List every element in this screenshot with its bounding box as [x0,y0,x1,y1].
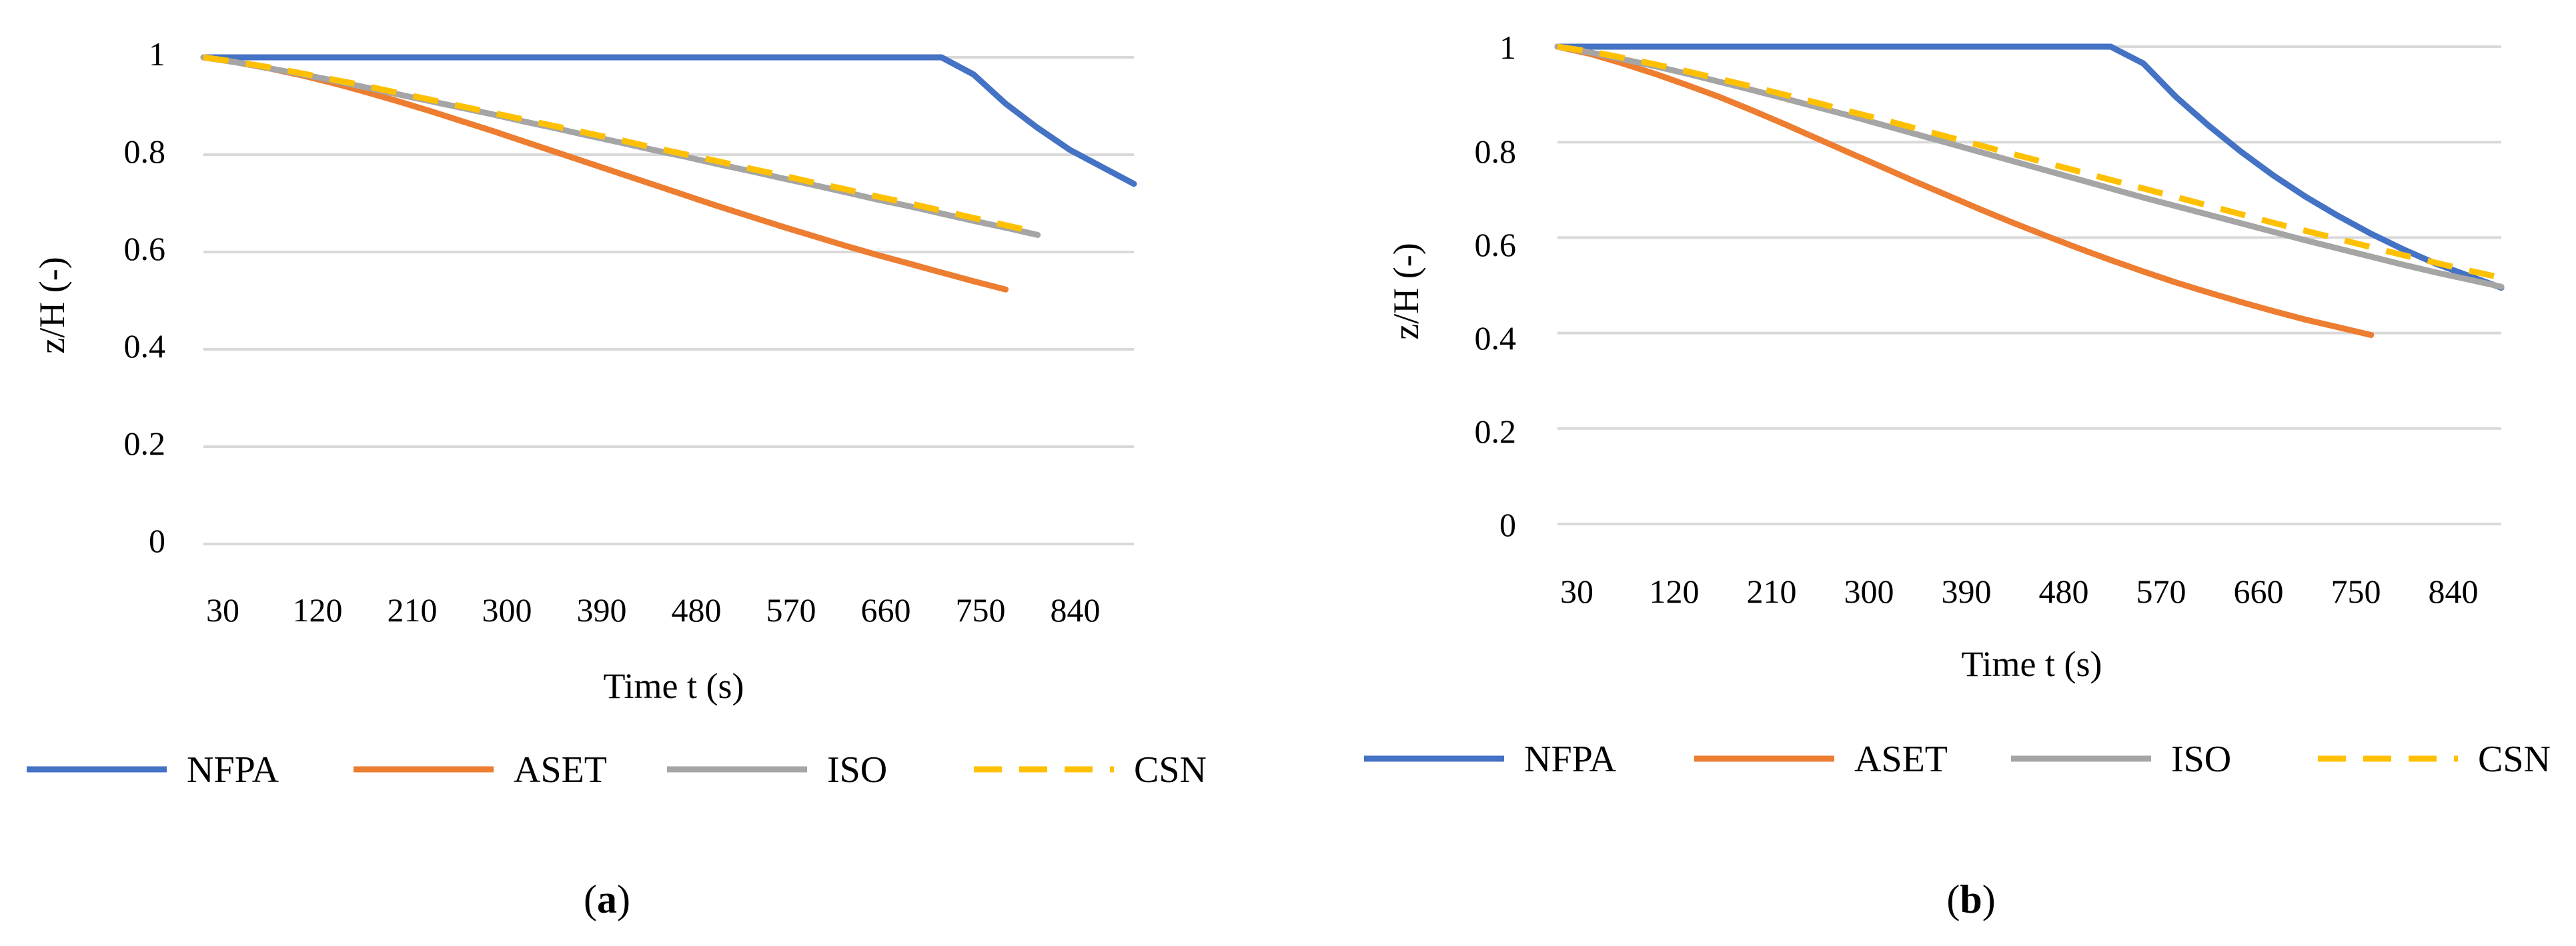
chart-a-grid [203,56,1134,545]
legend-label-nfpa: NFPA [187,749,279,791]
x-tick-label: 120 [1650,573,1700,610]
legend-label-aset: ASET [514,749,607,791]
legend-label-iso: ISO [827,749,887,791]
chart-a-y-axis-title: z/H (-) [32,257,72,353]
x-tick-label: 750 [956,591,1006,629]
y-tick-label: 0.6 [124,230,166,267]
x-tick-label: 660 [861,591,911,629]
series-line-iso [1554,43,2505,290]
x-tick-label: 660 [2234,573,2284,610]
x-tick-label: 480 [672,591,722,629]
chart-b-grid [1557,45,2501,525]
y-tick-label: 0.6 [1475,226,1517,263]
legend-label-iso: ISO [2171,739,2231,780]
y-tick-label: 0.2 [1475,413,1517,450]
x-tick-label: 30 [206,591,239,629]
legend-label-csn: CSN [1134,749,1207,791]
x-tick-label: 300 [482,591,532,629]
chart-a: 0 0.2 0.4 0.6 0.8 1 30 120 210 300 390 4… [27,35,1207,921]
chart-b-x-axis-title: Time t (s) [1961,644,2102,684]
y-tick-label: 0.4 [124,327,166,365]
y-tick-label: 0.4 [1475,319,1517,357]
y-tick-label: 0.2 [124,425,166,462]
x-tick-label: 210 [388,591,438,629]
y-tick-label: 0.8 [124,133,166,170]
chart-a-x-ticks: 30 120 210 300 390 480 570 660 750 840 [206,591,1101,629]
chart-b-caption: (b) [1946,877,1995,921]
x-tick-label: 750 [2331,573,2381,610]
chart-a-caption: (a) [584,877,630,921]
x-tick-label: 120 [293,591,343,629]
x-tick-label: 570 [2136,573,2186,610]
y-tick-label: 0.8 [1475,133,1517,170]
chart-b-x-ticks: 30 120 210 300 390 480 570 660 750 840 [1560,573,2479,610]
chart-a-y-ticks: 0 0.2 0.4 0.6 0.8 1 [124,35,166,559]
series-line-csn [1557,43,2502,281]
x-tick-label: 570 [766,591,816,629]
chart-a-series [200,54,1137,293]
y-tick-label: 0 [149,522,165,559]
legend-label-aset: ASET [1854,739,1948,780]
chart-a-legend: NFPA ASET ISO CSN [27,749,1207,791]
series-line-aset [200,54,1009,293]
series-line-csn [203,54,1039,236]
chart-b-y-axis-title: z/H (-) [1386,243,1426,339]
x-tick-label: 840 [2429,573,2479,610]
series-line-nfpa [200,54,1137,187]
legend-label-csn: CSN [2478,739,2551,780]
x-tick-label: 840 [1051,591,1101,629]
x-tick-label: 210 [1747,573,1797,610]
chart-b-series [1554,43,2505,338]
x-tick-label: 300 [1844,573,1894,610]
chart-b: 0 0.2 0.4 0.6 0.8 1 30 120 210 300 390 4… [1364,29,2551,921]
y-tick-label: 1 [1499,29,1516,66]
series-line-aset [1554,43,2375,338]
chart-b-y-ticks: 0 0.2 0.4 0.6 0.8 1 [1475,29,1517,543]
x-tick-label: 390 [1942,573,1992,610]
series-line-nfpa [1554,43,2505,291]
y-tick-label: 0 [1499,506,1516,543]
chart-a-x-axis-title: Time t (s) [603,666,744,706]
x-tick-label: 390 [577,591,627,629]
x-tick-label: 30 [1560,573,1593,610]
y-tick-label: 1 [149,35,165,73]
x-tick-label: 480 [2039,573,2089,610]
chart-b-legend: NFPA ASET ISO CSN [1364,739,2551,780]
legend-label-nfpa: NFPA [1524,739,1617,780]
